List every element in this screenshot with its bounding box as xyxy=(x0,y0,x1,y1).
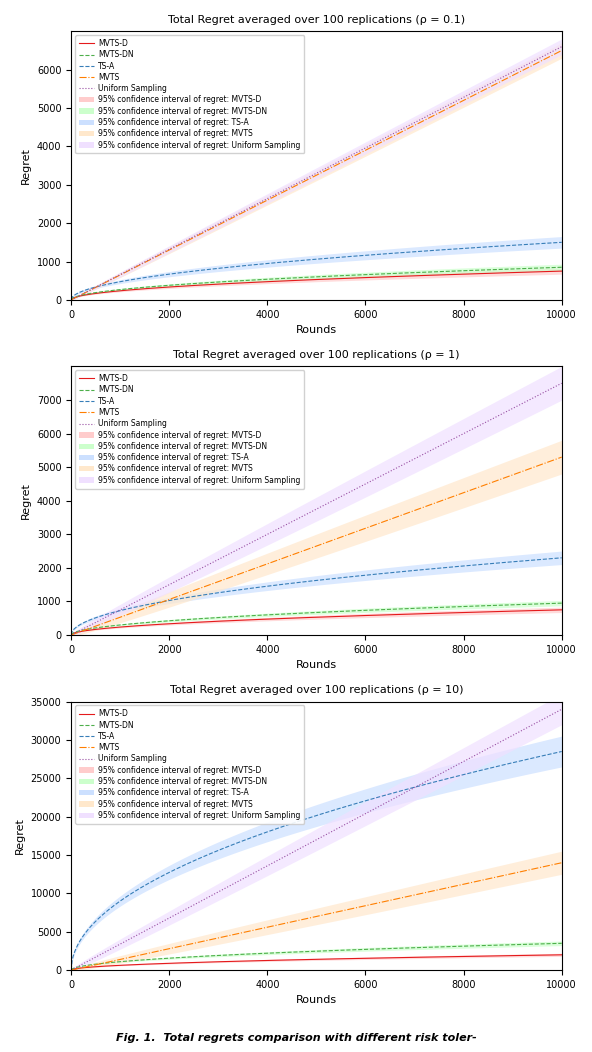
Text: Fig. 1.  Total regrets comparison with different risk toler-: Fig. 1. Total regrets comparison with di… xyxy=(115,1033,477,1044)
Title: Total Regret averaged over 100 replications (ρ = 1): Total Regret averaged over 100 replicati… xyxy=(173,350,459,360)
X-axis label: Rounds: Rounds xyxy=(296,661,337,670)
X-axis label: Rounds: Rounds xyxy=(296,995,337,1006)
Y-axis label: Regret: Regret xyxy=(21,482,31,520)
Title: Total Regret averaged over 100 replications (ρ = 0.1): Total Regret averaged over 100 replicati… xyxy=(168,15,465,25)
Y-axis label: Regret: Regret xyxy=(15,817,25,854)
Legend: MVTS-D, MVTS-DN, TS-A, MVTS, Uniform Sampling, 95% confidence interval of regret: MVTS-D, MVTS-DN, TS-A, MVTS, Uniform Sam… xyxy=(75,706,304,824)
Y-axis label: Regret: Regret xyxy=(21,147,31,184)
Legend: MVTS-D, MVTS-DN, TS-A, MVTS, Uniform Sampling, 95% confidence interval of regret: MVTS-D, MVTS-DN, TS-A, MVTS, Uniform Sam… xyxy=(75,35,304,154)
Legend: MVTS-D, MVTS-DN, TS-A, MVTS, Uniform Sampling, 95% confidence interval of regret: MVTS-D, MVTS-DN, TS-A, MVTS, Uniform Sam… xyxy=(75,370,304,488)
X-axis label: Rounds: Rounds xyxy=(296,325,337,336)
Title: Total Regret averaged over 100 replications (ρ = 10): Total Regret averaged over 100 replicati… xyxy=(170,685,463,695)
